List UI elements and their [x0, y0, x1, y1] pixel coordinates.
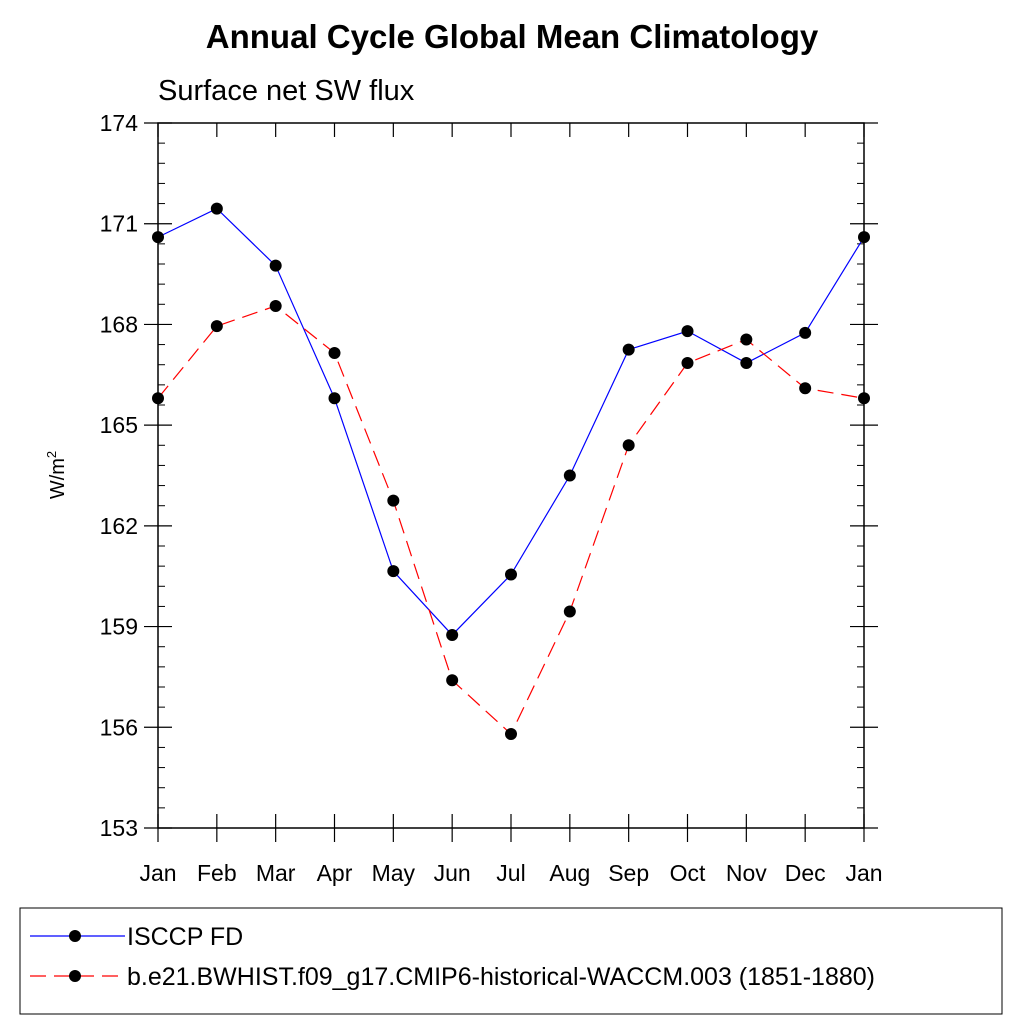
- series-2-point: [446, 674, 459, 687]
- y-tick-label: 171: [100, 211, 138, 237]
- x-tick-label: Jan: [139, 860, 176, 886]
- series-layer: [152, 202, 870, 740]
- y-axis-ticks: 153 156 159 162 165 168 171 174: [100, 110, 878, 841]
- legend-marker-1: [69, 930, 81, 942]
- legend-marker-2: [69, 970, 81, 982]
- series-1-point: [563, 469, 576, 482]
- x-tick-label: Jul: [496, 860, 525, 886]
- series-1-point: [622, 343, 635, 356]
- y-tick-label: 168: [100, 311, 138, 337]
- series-2-point: [328, 346, 341, 359]
- series-2-point: [858, 392, 870, 405]
- x-tick-label: May: [372, 860, 416, 886]
- y-tick-label: 159: [100, 614, 138, 640]
- x-tick-label: Dec: [785, 860, 826, 886]
- series-1-point: [505, 568, 517, 581]
- x-tick-label: Nov: [726, 860, 767, 886]
- x-tick-label: Jun: [434, 860, 471, 886]
- legend-label-1: ISCCP FD: [127, 923, 243, 951]
- x-tick-label: Mar: [256, 860, 296, 886]
- x-tick-label: Jan: [845, 860, 882, 886]
- series-1-point: [269, 259, 282, 272]
- series-2-point: [622, 439, 635, 452]
- y-axis-label-unit: W/m: [47, 458, 69, 499]
- series-2-point: [210, 320, 223, 333]
- series-1-point: [210, 202, 223, 215]
- series-1-point: [799, 326, 812, 339]
- legend-label-2: b.e21.BWHIST.f09_g17.CMIP6-historical-WA…: [127, 963, 875, 991]
- y-axis-label-superscript: 2: [44, 451, 59, 458]
- series-2-point: [269, 299, 282, 312]
- series-2-point: [505, 728, 517, 740]
- series-2-point: [740, 333, 753, 346]
- series-2-point: [563, 605, 576, 618]
- series-2-point: [387, 494, 400, 507]
- series-2-point: [799, 382, 812, 395]
- y-tick-label: 162: [100, 513, 138, 539]
- x-tick-label: Oct: [670, 860, 706, 886]
- x-axis-ticks: Jan Feb Mar Apr May Jun Jul Aug Sep Oct Nov Dec Jan: [139, 123, 883, 886]
- series-1-point: [446, 628, 459, 641]
- plot-frame: [157, 122, 865, 829]
- y-axis-label: W/m2: [44, 451, 69, 499]
- series-1-point: [387, 565, 400, 578]
- x-tick-label: Sep: [608, 860, 649, 886]
- x-tick-label: Apr: [317, 860, 353, 886]
- y-tick-label: 165: [100, 412, 138, 438]
- series-1-point: [858, 231, 870, 244]
- series-2-point: [152, 392, 164, 405]
- chart-subtitle: Surface net SW flux: [158, 75, 415, 107]
- series-1-point: [328, 392, 341, 405]
- legend-box: [19, 907, 1003, 1015]
- chart-title: Annual Cycle Global Mean Climatology: [206, 18, 819, 55]
- y-tick-label: 156: [100, 714, 138, 740]
- series-1-point: [152, 231, 164, 244]
- series-1-point: [740, 357, 753, 370]
- series-2-point: [681, 357, 694, 370]
- x-tick-label: Aug: [549, 860, 590, 886]
- y-tick-label: 174: [100, 110, 139, 136]
- y-tick-label: 153: [100, 815, 138, 841]
- legend: ISCCP FD b.e21.BWHIST.f09_g17.CMIP6-histo…: [30, 923, 875, 991]
- series-1-point: [681, 325, 694, 338]
- series-line-2: [157, 305, 865, 735]
- x-tick-label: Feb: [197, 860, 237, 886]
